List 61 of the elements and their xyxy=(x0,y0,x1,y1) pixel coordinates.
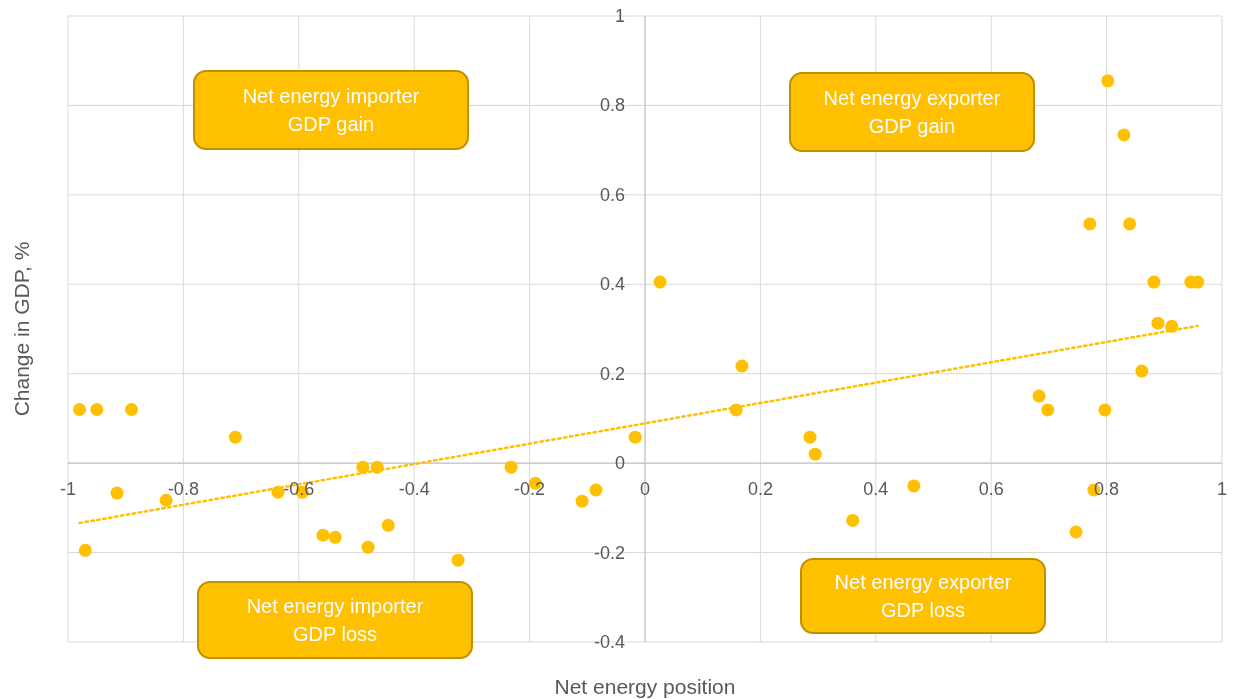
point xyxy=(1147,275,1161,289)
point xyxy=(735,359,749,373)
x-tick-label: 0.6 xyxy=(978,479,1004,500)
point xyxy=(159,493,173,507)
point xyxy=(1069,525,1083,539)
point xyxy=(628,430,642,444)
point xyxy=(110,486,124,500)
point xyxy=(1117,128,1131,142)
point xyxy=(90,402,104,416)
callout-box: Net energy importer GDP gain xyxy=(193,70,469,150)
point xyxy=(846,513,860,527)
x-tick-label: 1 xyxy=(1216,479,1228,500)
point xyxy=(1032,389,1046,403)
y-tick-label: 1 xyxy=(614,6,625,26)
x-tick-label: -0.8 xyxy=(167,479,199,500)
point xyxy=(803,430,817,444)
point xyxy=(361,540,375,554)
point xyxy=(504,460,518,474)
x-tick-label: -0.4 xyxy=(398,479,430,500)
y-tick-label: 0.8 xyxy=(599,95,625,116)
point xyxy=(73,402,87,416)
y-axis-title: Change in GDP, % xyxy=(10,241,33,417)
point xyxy=(228,430,242,444)
y-tick-label: 0.6 xyxy=(599,184,625,205)
point xyxy=(589,483,603,497)
y-tick-label: -0.2 xyxy=(593,542,625,563)
point xyxy=(356,460,370,474)
y-tick-label: 0 xyxy=(614,453,625,474)
point xyxy=(1151,316,1165,330)
point xyxy=(1101,74,1115,88)
point xyxy=(1135,364,1149,378)
x-tick-label: 0.2 xyxy=(747,479,773,500)
x-tick-label: -1 xyxy=(59,479,77,500)
point xyxy=(1123,217,1137,231)
callout-box: Net energy importer GDP loss xyxy=(197,581,473,659)
point xyxy=(451,553,465,567)
point xyxy=(1041,403,1055,417)
callout-box: Net energy exporter GDP gain xyxy=(789,72,1035,152)
annotation: Net energy exporter GDP loss xyxy=(834,571,1012,621)
point xyxy=(381,518,395,532)
point xyxy=(124,402,138,416)
point xyxy=(316,528,330,542)
point xyxy=(78,543,92,557)
x-tick-label: 0 xyxy=(639,479,651,500)
y-tick-label: 0.2 xyxy=(599,363,625,384)
annotation: Net energy importer GDP loss xyxy=(246,595,424,645)
point xyxy=(575,494,589,508)
annotation: Net energy importer GDP gain xyxy=(242,85,420,135)
point xyxy=(328,530,342,544)
point xyxy=(1098,403,1112,417)
point xyxy=(907,479,921,493)
point xyxy=(808,447,822,461)
y-tick-label: 0.4 xyxy=(599,274,625,295)
y-tick-label: -0.4 xyxy=(593,632,625,652)
x-tick-label: 0.4 xyxy=(863,479,889,500)
x-tick-label: -0.2 xyxy=(514,479,546,500)
callout-box: Net energy exporter GDP loss xyxy=(800,558,1046,634)
x-axis-title: Net energy position xyxy=(554,675,736,698)
point xyxy=(653,275,667,289)
point xyxy=(1083,217,1097,231)
annotation: Net energy exporter GDP gain xyxy=(823,87,1001,137)
